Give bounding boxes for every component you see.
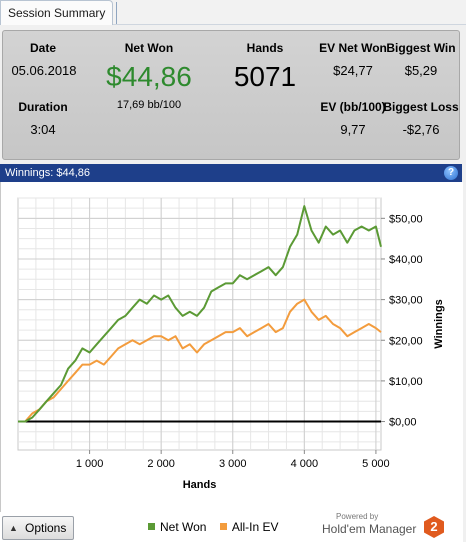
chart-legend: Net Won All-In EV — [148, 520, 289, 534]
y-tick-label: $10,00 — [389, 376, 423, 388]
biggest-win-value: $5,29 — [404, 63, 438, 78]
legend-label-all-in-ev: All-In EV — [231, 520, 279, 534]
ev-bb-label: EV (bb/100) — [320, 100, 386, 114]
x-tick-label: 5 000 — [362, 458, 390, 470]
y-tick-label: $30,00 — [389, 295, 423, 307]
winnings-title: Winnings: $44,86 — [5, 167, 90, 179]
tab-session-summary[interactable]: Session Summary — [0, 0, 114, 25]
winnings-chart-area: 1 000 2 000 3 000 4 000 5 000 $0,00 $10,00 $20,… — [0, 182, 463, 542]
triangle-up-icon: ▲ — [9, 523, 18, 533]
biggest-loss-label: Biggest Loss — [383, 100, 459, 114]
y-axis-label: Winnings — [433, 299, 445, 348]
x-axis-label: Hands — [183, 479, 217, 491]
netwon-label: Net Won — [124, 41, 174, 55]
winnings-chart: 1 000 2 000 3 000 4 000 5 000 $0,00 $10,00 $20,… — [17, 197, 445, 491]
legend-swatch-net-won — [148, 523, 155, 530]
tab-divider — [116, 2, 117, 24]
y-tick-label: $20,00 — [389, 335, 423, 347]
options-button[interactable]: ▲ Options — [2, 516, 74, 540]
duration-value: 3:04 — [30, 122, 56, 137]
ev-netwon-label: EV Net Won — [319, 41, 387, 55]
duration-label: Duration — [18, 100, 68, 114]
y-tick-label: $50,00 — [389, 213, 423, 225]
tab-label: Session Summary — [8, 6, 106, 20]
ev-netwon-value: $24,77 — [333, 63, 373, 78]
powered-by-text: Powered by — [336, 512, 379, 521]
bb-per-100-value: 17,69 bb/100 — [116, 99, 182, 111]
biggest-loss-value: -$2,76 — [402, 122, 440, 137]
brand-logo-icon: 2 — [424, 516, 444, 538]
winnings-panel-header: Winnings: $44,86 ? — [0, 164, 462, 182]
x-tick-label: 4 000 — [291, 458, 319, 470]
legend-net-won: Net Won — [148, 520, 206, 534]
legend-swatch-all-in-ev — [219, 523, 227, 530]
series-line-net-won — [18, 205, 382, 423]
biggest-win-label: Biggest Win — [386, 41, 456, 55]
date-value: 05.06.2018 — [11, 63, 77, 78]
x-tick-label: 3 000 — [219, 458, 247, 470]
help-icon[interactable]: ? — [444, 166, 458, 180]
y-tick-label: $40,00 — [389, 254, 423, 266]
plot-area — [17, 197, 382, 451]
legend-label-net-won: Net Won — [160, 520, 207, 534]
session-summary-panel: Date 05.06.2018 Duration 3:04 Net Won $4… — [2, 30, 460, 160]
hands-value: 5071 — [233, 61, 297, 92]
ev-bb-value: 9,77 — [340, 122, 366, 137]
netwon-value: $44,86 — [106, 61, 192, 92]
hands-label: Hands — [246, 41, 284, 55]
x-tick-label: 2 000 — [147, 458, 175, 470]
options-label: Options — [25, 521, 67, 535]
legend-all-in-ev: All-In EV — [219, 520, 279, 534]
chart-footer: ▲ Options Net Won All-In EV Powered by H… — [0, 512, 462, 542]
y-tick-label: $0,00 — [389, 417, 417, 429]
series-line-all-in-ev — [18, 298, 382, 423]
x-tick-label: 1 000 — [76, 458, 104, 470]
tab-bar: Session Summary — [0, 0, 466, 25]
date-label: Date — [29, 41, 56, 55]
brand-name: Hold'em Manager — [322, 522, 417, 536]
